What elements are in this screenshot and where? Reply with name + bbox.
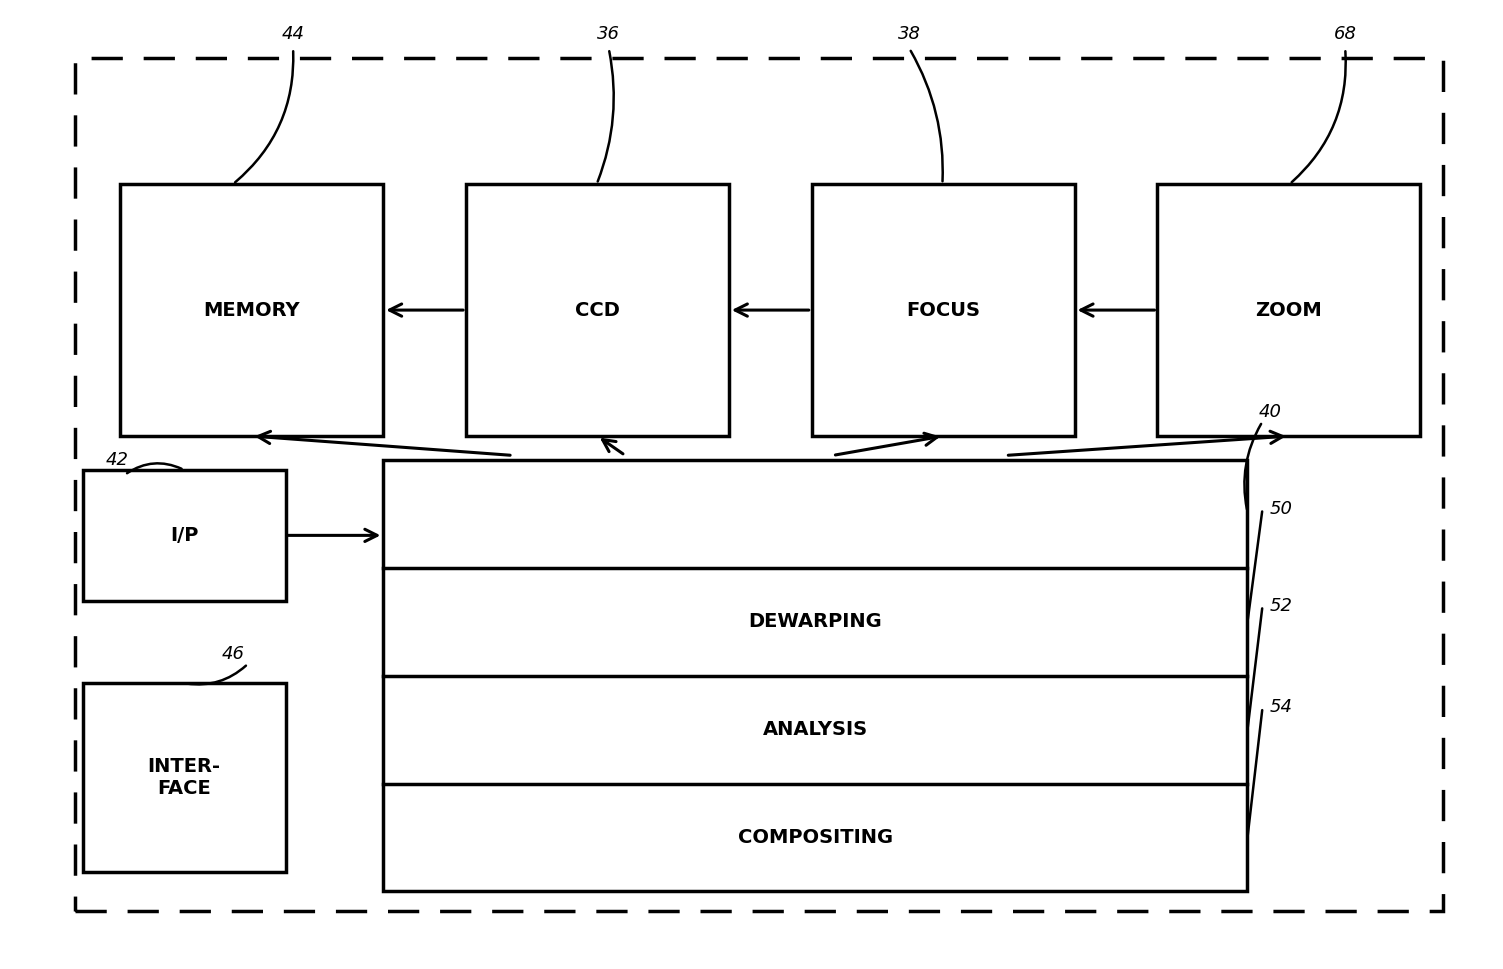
Text: I/P: I/P (170, 526, 198, 545)
Text: 52: 52 (1270, 597, 1293, 614)
Bar (812, 184, 1075, 436)
Text: 50: 50 (1270, 500, 1293, 517)
FancyArrowPatch shape (1247, 710, 1263, 835)
FancyArrowPatch shape (289, 529, 377, 542)
FancyArrowPatch shape (1291, 51, 1345, 182)
Bar (383, 460, 1247, 891)
Bar (83, 470, 286, 601)
Bar (466, 184, 729, 436)
Text: FOCUS: FOCUS (906, 300, 980, 320)
Bar (75, 58, 1443, 911)
Text: 44: 44 (281, 25, 305, 43)
FancyArrowPatch shape (603, 440, 622, 453)
FancyArrowPatch shape (598, 51, 613, 181)
FancyArrowPatch shape (389, 304, 463, 316)
Text: ZOOM: ZOOM (1255, 300, 1323, 320)
Text: 38: 38 (897, 25, 921, 43)
Text: COMPOSITING: COMPOSITING (738, 828, 893, 847)
Text: DEWARPING: DEWARPING (748, 612, 882, 632)
Bar (83, 683, 286, 872)
FancyArrowPatch shape (1009, 431, 1282, 455)
Text: 68: 68 (1333, 25, 1357, 43)
Bar (120, 184, 383, 436)
FancyArrowPatch shape (1247, 609, 1263, 727)
Text: 36: 36 (597, 25, 621, 43)
FancyArrowPatch shape (836, 433, 936, 455)
Text: 54: 54 (1270, 699, 1293, 716)
Text: CCD: CCD (576, 300, 619, 320)
Text: MEMORY: MEMORY (203, 300, 301, 320)
FancyArrowPatch shape (186, 666, 246, 684)
Text: 40: 40 (1258, 403, 1282, 421)
Bar (1157, 184, 1420, 436)
Text: 46: 46 (221, 645, 245, 663)
FancyArrowPatch shape (1244, 423, 1261, 510)
Text: INTER-
FACE: INTER- FACE (147, 757, 221, 798)
FancyArrowPatch shape (1081, 304, 1154, 316)
Text: 42: 42 (105, 452, 129, 469)
Text: ANALYSIS: ANALYSIS (764, 720, 867, 739)
FancyArrowPatch shape (911, 50, 942, 181)
FancyArrowPatch shape (128, 463, 182, 473)
FancyArrowPatch shape (1247, 512, 1263, 619)
FancyArrowPatch shape (234, 51, 293, 182)
FancyArrowPatch shape (735, 304, 809, 316)
FancyArrowPatch shape (259, 431, 510, 455)
